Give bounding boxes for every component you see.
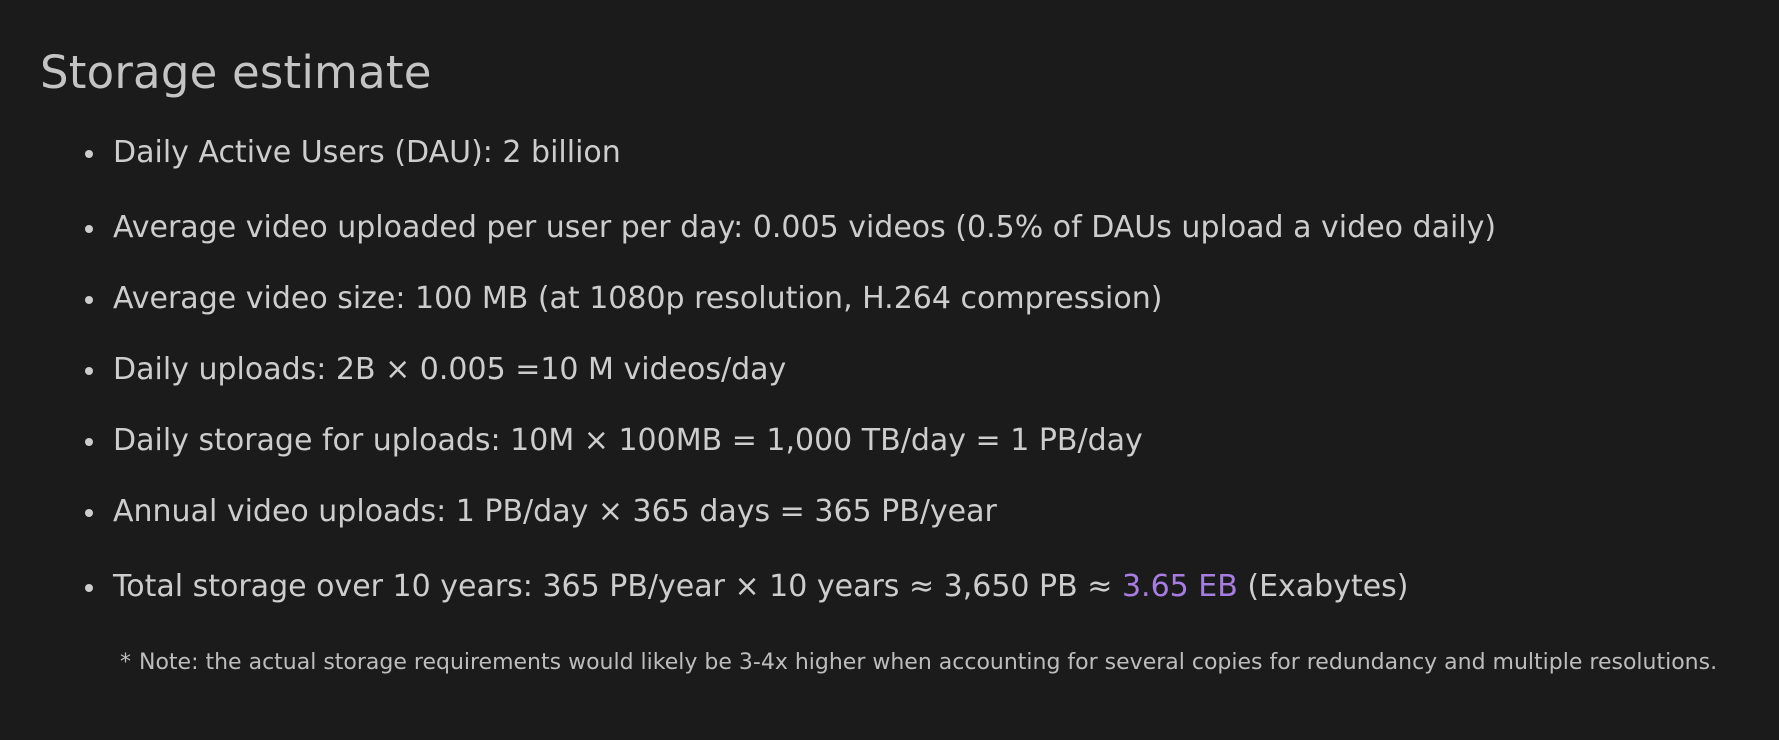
list-item-annual-uploads: Annual video uploads: 1 PB/day × 365 day… bbox=[85, 494, 997, 529]
total-prefix: Total storage over 10 years: 365 PB/year… bbox=[113, 569, 1122, 604]
list-item-avg-uploads: Average video uploaded per user per day:… bbox=[84, 210, 1497, 245]
list-item-total-storage: Total storage over 10 years: 365 PB/year… bbox=[85, 568, 1409, 606]
list-item-dau: Daily Active Users (DAU): 2 billion bbox=[85, 135, 621, 170]
section-heading: Storage estimate bbox=[40, 46, 432, 99]
footnote-marker: * bbox=[120, 650, 131, 675]
footnote-text: Note: the actual storage requirements wo… bbox=[139, 650, 1718, 675]
list-item-avg-size: Average video size: 100 MB (at 1080p res… bbox=[84, 281, 1163, 316]
list-item-daily-storage: Daily storage for uploads: 10M × 100MB =… bbox=[85, 423, 1143, 458]
total-highlight: 3.65 EB bbox=[1121, 569, 1238, 604]
list-item-daily-uploads: Daily uploads: 2B × 0.005 =10 M videos/d… bbox=[84, 352, 787, 387]
footnote: * Note: the actual storage requirements w… bbox=[120, 649, 1717, 677]
total-suffix: (Exabytes) bbox=[1237, 569, 1409, 604]
